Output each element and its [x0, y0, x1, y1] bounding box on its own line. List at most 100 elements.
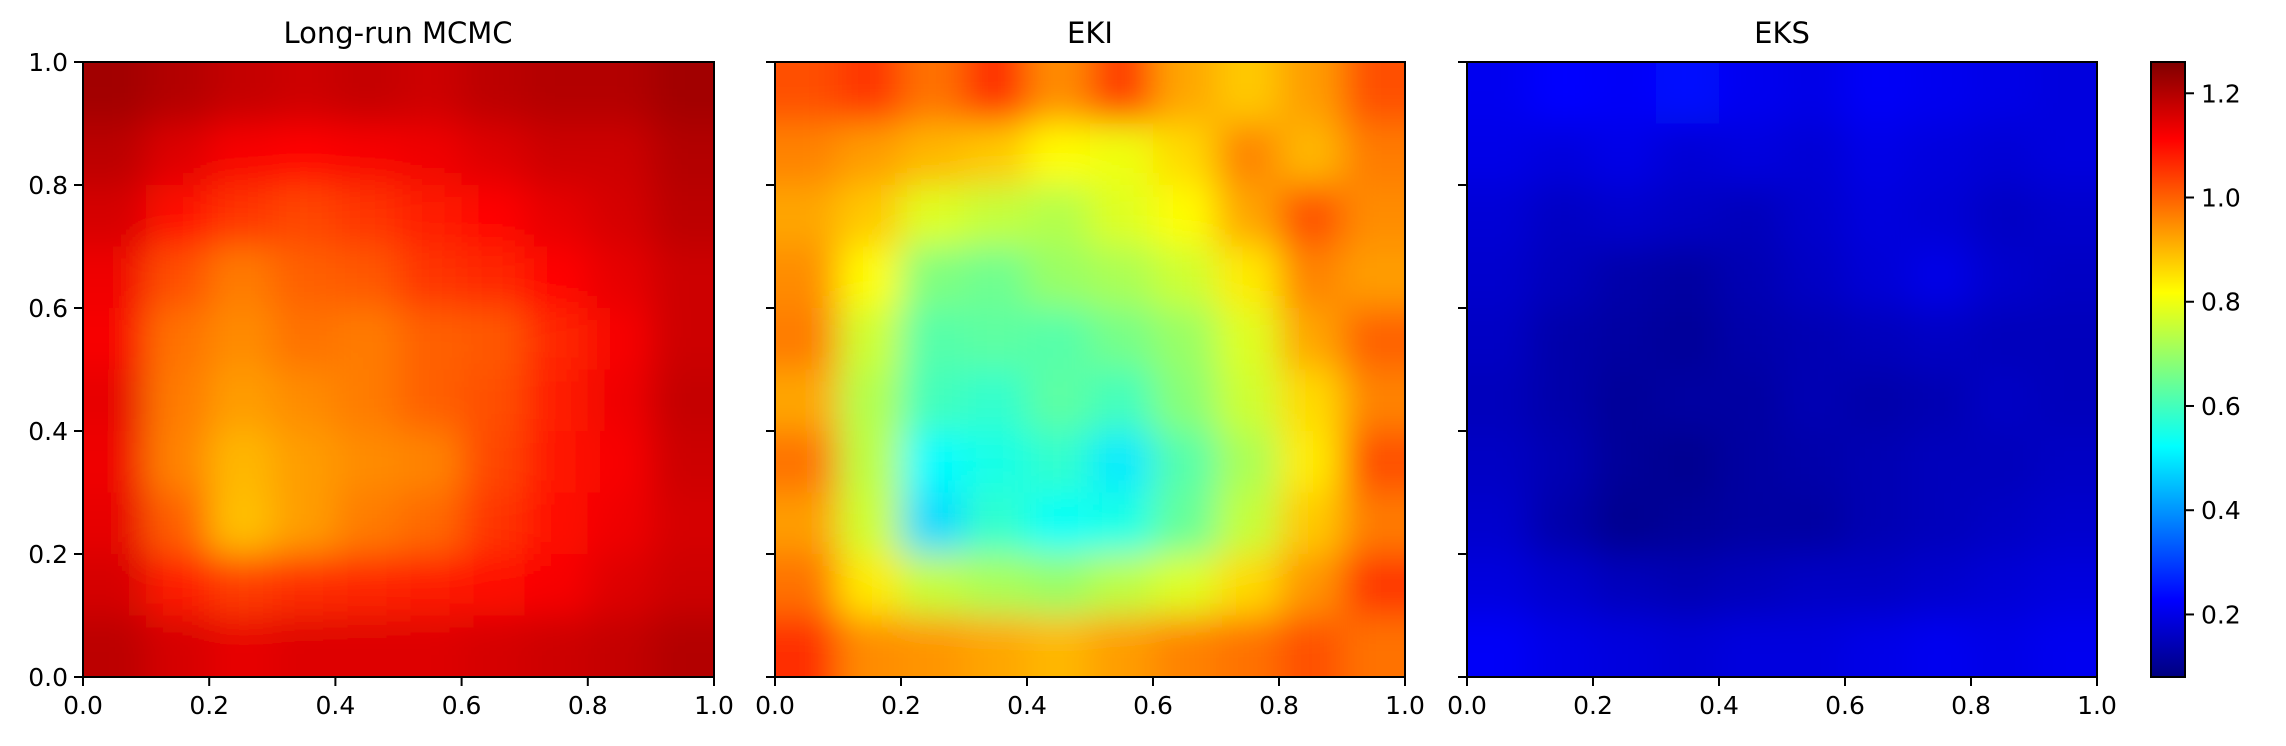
heatmap-cell: [1279, 185, 1343, 248]
heatmap-cell: [1467, 185, 1531, 248]
heatmap-cell: [838, 185, 902, 248]
heatmap-cell: [1279, 369, 1343, 432]
heatmap-cell: [1216, 123, 1280, 186]
heatmap-cell: [1530, 615, 1594, 677]
heatmap-cell: [1027, 492, 1091, 555]
heatmap-cell: [335, 62, 400, 125]
heatmap-cell: [964, 185, 1028, 248]
heatmap-cell: [1153, 123, 1217, 186]
heatmap-cell: [775, 369, 839, 432]
heatmap-cell: [1027, 185, 1091, 248]
y-tick-label: 0.6: [28, 294, 68, 323]
heatmap-cell: [901, 431, 965, 494]
heatmap-cell: [1845, 492, 1909, 555]
panel-eks: EKS 0.0 0.2 0.4 0.6 0.8 1.0: [1447, 16, 2117, 720]
heatmap-cell: [838, 246, 902, 309]
heatmap-cell: [1090, 246, 1154, 309]
heatmap-cell: [587, 62, 652, 125]
heatmap-cell: [1845, 123, 1909, 186]
heatmap-cell: [1782, 369, 1846, 432]
heatmap-cell: [838, 123, 902, 186]
heatmap-cell: [461, 615, 526, 677]
heatmap-cell: [1593, 554, 1657, 617]
heatmap-cell: [524, 308, 589, 371]
x-tick-label: 0.8: [568, 691, 608, 720]
heatmap-cell: [1342, 123, 1405, 186]
heatmap-cell: [1342, 615, 1405, 677]
x-tick-label: 1.0: [694, 691, 734, 720]
heatmap-cell: [901, 369, 965, 432]
heatmap-cell: [650, 308, 714, 371]
heatmap-cell: [1845, 431, 1909, 494]
heatmap-cell: [398, 369, 463, 432]
heatmap-cell: [335, 615, 400, 677]
heatmap-cell: [461, 123, 526, 186]
heatmap-cell: [335, 554, 400, 617]
heatmap-cell: [1530, 308, 1594, 371]
heatmap-cell: [1782, 185, 1846, 248]
plot-frame: [774, 61, 1406, 678]
heatmap-cell: [1090, 431, 1154, 494]
heatmap-cell: [335, 185, 400, 248]
heatmap-cell: [1153, 185, 1217, 248]
heatmap-cell: [524, 246, 589, 309]
panel-eki: EKI 0.0 0.2 0.4 0.6 0.8 1.0: [755, 16, 1425, 720]
heatmap-cell: [650, 492, 714, 555]
heatmap-cell: [1908, 308, 1972, 371]
heatmap-cell: [146, 431, 211, 494]
panel-long-run-mcmc: Long-run MCMC 0.0 0.2 0.4 0.6 0.8 1.0 0.00.20…: [28, 16, 734, 720]
heatmap-cell: [461, 62, 526, 125]
heatmap-cell: [1090, 185, 1154, 248]
heatmap-cell: [1216, 431, 1280, 494]
heatmap-cell: [1153, 369, 1217, 432]
heatmap-cell: [1090, 615, 1154, 677]
heatmap-cell: [650, 246, 714, 309]
heatmap-cell: [587, 123, 652, 186]
heatmap-cell: [1971, 62, 2035, 125]
heatmap-cell: [209, 431, 274, 494]
heatmap-cell: [272, 369, 337, 432]
heatmap-cell: [838, 62, 902, 125]
heatmap-cell: [1908, 492, 1972, 555]
heatmap-cell: [2034, 123, 2097, 186]
heatmap-cell: [587, 615, 652, 677]
heatmap-cell: [272, 492, 337, 555]
x-tick-label: 0.6: [1133, 691, 1173, 720]
heatmap-cell: [398, 185, 463, 248]
heatmap-cell: [587, 431, 652, 494]
x-tick-label: 0.4: [316, 691, 356, 720]
heatmap-cell: [964, 615, 1028, 677]
heatmap-cell: [1467, 308, 1531, 371]
heatmap-cell: [398, 62, 463, 125]
heatmap-cell: [1908, 123, 1972, 186]
heatmap-cell: [1279, 554, 1343, 617]
heatmap-cell: [2034, 492, 2097, 555]
y-tick-label: 1.0: [28, 48, 68, 77]
heatmap-cell: [1530, 62, 1594, 125]
heatmap-cell: [335, 492, 400, 555]
heatmap-cell: [1593, 62, 1657, 125]
heatmap-cell: [1782, 62, 1846, 125]
heatmap-cell: [1908, 369, 1972, 432]
heatmap-cell: [398, 308, 463, 371]
heatmap-cell: [1342, 308, 1405, 371]
heatmap-cell: [461, 431, 526, 494]
heatmap-cell: [901, 492, 965, 555]
colorbar-tick-label: 1.2: [2201, 79, 2241, 108]
heatmap-cell: [1027, 369, 1091, 432]
heatmap-cell: [1027, 308, 1091, 371]
x-tick-label: 0.6: [1825, 691, 1865, 720]
heatmap-cell: [2034, 615, 2097, 677]
colorbar-tick-label: 0.6: [2201, 392, 2241, 421]
heatmap-cell: [901, 185, 965, 248]
heatmap-cell: [1908, 246, 1972, 309]
heatmap-surface: [83, 62, 714, 677]
heatmap-cell: [775, 62, 839, 125]
heatmap-cell: [901, 554, 965, 617]
heatmap-cell: [1342, 185, 1405, 248]
heatmap-cell: [1342, 554, 1405, 617]
heatmap-cell: [1216, 369, 1280, 432]
heatmap-cell: [650, 62, 714, 125]
heatmap-cell: [209, 62, 274, 125]
